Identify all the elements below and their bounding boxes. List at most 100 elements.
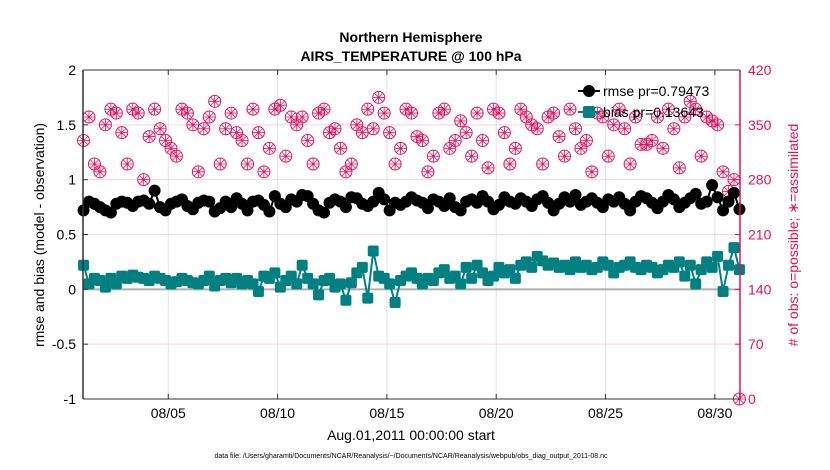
rmse-point bbox=[569, 189, 582, 202]
obs-possible-marker bbox=[661, 102, 675, 116]
obs-assimilated-marker bbox=[110, 107, 122, 119]
obs-assimilated-marker bbox=[471, 107, 483, 119]
obs-assimilated-marker bbox=[236, 135, 248, 146]
obs-possible-marker bbox=[251, 126, 265, 140]
obs-possible-marker bbox=[109, 106, 123, 120]
rmse-point bbox=[318, 206, 331, 219]
bias-point bbox=[684, 259, 696, 271]
obs-assimilated-marker bbox=[105, 103, 117, 115]
obs-possible-marker bbox=[650, 110, 664, 124]
obs-assimilated-marker bbox=[307, 158, 319, 170]
obs-count-point bbox=[667, 122, 681, 136]
obs-count-point bbox=[405, 106, 418, 120]
obs-assimilated-marker bbox=[679, 111, 691, 123]
obs-assimilated-marker bbox=[296, 111, 308, 123]
obs-count-point bbox=[241, 157, 255, 171]
obs-count-point bbox=[109, 106, 123, 120]
bias-point bbox=[345, 277, 357, 289]
obs-count-point bbox=[394, 141, 408, 155]
obs-count-point bbox=[650, 110, 664, 124]
obs-assimilated-marker bbox=[504, 158, 516, 170]
obs-assimilated-marker bbox=[149, 103, 161, 115]
obs-assimilated-marker bbox=[214, 158, 226, 170]
obs-possible-marker bbox=[596, 110, 610, 124]
chart-subtitle: AIRS_TEMPERATURE @ 100 hPa bbox=[300, 48, 521, 64]
obs-possible-marker bbox=[328, 122, 342, 136]
obs-count-point bbox=[547, 106, 561, 120]
obs-possible-marker bbox=[142, 130, 156, 144]
obs-possible-marker bbox=[547, 106, 561, 120]
obs-count-point bbox=[262, 141, 276, 155]
obs-count-point bbox=[383, 126, 397, 140]
obs-count-point bbox=[678, 110, 692, 124]
obs-possible-marker bbox=[301, 134, 315, 147]
y-right-tick-label: 140 bbox=[748, 281, 772, 297]
obs-count-point bbox=[552, 130, 566, 144]
obs-assimilated-marker bbox=[378, 107, 390, 119]
obs-possible-marker bbox=[678, 110, 692, 124]
obs-possible-marker bbox=[257, 165, 271, 179]
obs-assimilated-marker bbox=[537, 158, 549, 170]
obs-count-point bbox=[98, 118, 112, 132]
obs-count-point bbox=[514, 102, 528, 116]
obs-assimilated-marker bbox=[263, 142, 275, 154]
obs-count-point bbox=[295, 110, 309, 124]
obs-assimilated-marker bbox=[400, 103, 412, 115]
obs-assimilated-marker bbox=[433, 107, 445, 119]
obs-assimilated-marker bbox=[94, 166, 106, 178]
obs-assimilated-marker bbox=[318, 103, 330, 115]
bias-point bbox=[526, 261, 538, 273]
obs-assimilated-marker bbox=[493, 107, 505, 119]
obs-possible-marker bbox=[492, 106, 506, 120]
obs-count-point bbox=[421, 165, 435, 179]
y-tick-label: 0.5 bbox=[57, 227, 77, 243]
obs-assimilated-marker bbox=[269, 103, 281, 115]
obs-count-point bbox=[629, 110, 643, 124]
obs-count-point bbox=[579, 134, 593, 147]
obs-count-point bbox=[497, 126, 511, 140]
obs-possible-marker bbox=[716, 165, 730, 179]
obs-count-point bbox=[224, 106, 238, 120]
bias-point bbox=[252, 286, 264, 298]
rmse-point bbox=[717, 204, 730, 217]
obs-possible-marker bbox=[137, 173, 151, 187]
bias-point bbox=[334, 278, 346, 290]
obs-possible-marker bbox=[552, 130, 566, 144]
x-axis-label: Aug.01,2011 00:00:00 start bbox=[327, 427, 495, 443]
rmse-point bbox=[727, 186, 740, 199]
obs-assimilated-marker bbox=[143, 131, 155, 143]
obs-possible-marker bbox=[98, 118, 112, 132]
obs-assimilated-marker bbox=[416, 135, 428, 146]
obs-possible-marker bbox=[454, 114, 468, 128]
obs-possible-marker bbox=[148, 102, 162, 116]
obs-count-point bbox=[306, 157, 320, 171]
bias-point bbox=[690, 278, 702, 290]
obs-possible-marker bbox=[585, 165, 599, 179]
obs-assimilated-marker bbox=[673, 162, 685, 174]
obs-assimilated-marker bbox=[340, 166, 352, 178]
obs-possible-marker bbox=[530, 122, 544, 136]
rmse-point bbox=[241, 204, 254, 217]
obs-assimilated-marker bbox=[313, 107, 325, 119]
obs-possible-marker bbox=[448, 134, 462, 147]
obs-assimilated-marker bbox=[498, 127, 510, 139]
y-right-tick-label: 420 bbox=[748, 62, 772, 78]
obs-count-point bbox=[93, 165, 107, 179]
obs-possible-marker bbox=[131, 106, 145, 120]
obs-count-point bbox=[361, 102, 375, 116]
rmse-point bbox=[104, 206, 117, 219]
x-tick-label: 08/15 bbox=[369, 405, 404, 421]
obs-count-point bbox=[219, 122, 233, 136]
obs-assimilated-marker bbox=[624, 158, 636, 170]
obs-count-point bbox=[131, 106, 145, 120]
bias-point bbox=[99, 281, 111, 293]
obs-assimilated-marker bbox=[591, 107, 603, 119]
bias-point bbox=[307, 278, 319, 290]
obs-count-point bbox=[492, 106, 506, 120]
obs-possible-marker bbox=[224, 106, 238, 120]
bias-point bbox=[509, 272, 521, 284]
obs-count-point bbox=[355, 126, 369, 140]
rmse-point bbox=[624, 204, 637, 217]
obs-possible-marker bbox=[465, 149, 479, 163]
